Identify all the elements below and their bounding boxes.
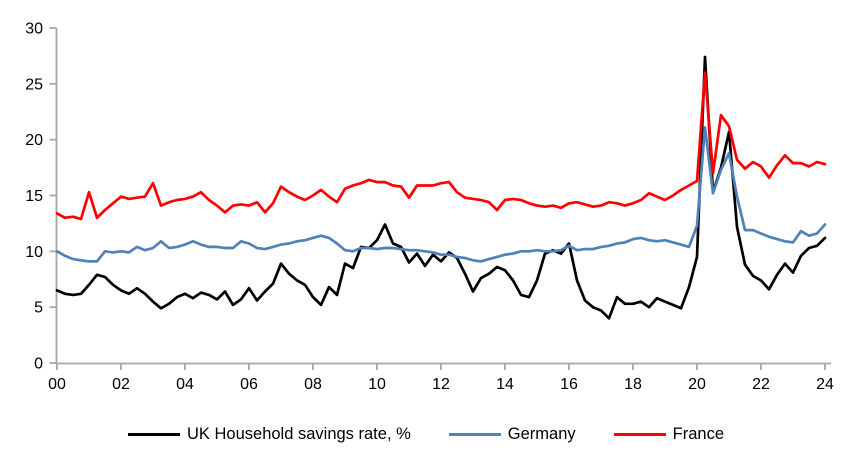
legend-item-uk: UK Household savings rate, % [128,425,411,444]
series-line-0 [55,55,827,320]
x-tick-label: 24 [816,376,834,393]
x-tick-label: 16 [560,376,578,393]
y-tick-label: 5 [34,300,43,317]
x-tick-label: 18 [624,376,642,393]
y-tick-label: 20 [25,132,43,149]
axis-lines [55,28,831,365]
x-tick-label: 12 [432,376,450,393]
legend-item-france: France [613,425,724,444]
x-tick-label: 04 [176,376,194,393]
plot-area: 0 5 10 15 20 25 30 00 02 04 06 08 10 12 14 16 18 20 22 24 [25,21,834,394]
x-tick-label: 02 [112,376,130,393]
france-line-swatch-icon [613,433,666,436]
series-line-1 [55,126,827,263]
x-tick-label: 08 [304,376,322,393]
legend-label-germany: Germany [507,425,576,443]
y-tick-label: 30 [25,21,43,38]
germany-line-swatch-icon [448,433,501,436]
y-tick-label: 0 [34,356,43,373]
legend: UK Household savings rate, % Germany Fra… [0,425,852,444]
y-tick-label: 25 [25,76,43,93]
legend-item-germany: Germany [448,425,576,444]
series-line-2 [55,71,827,221]
x-tick-label: 14 [496,376,514,393]
x-tick-label: 22 [752,376,770,393]
x-tick-label: 10 [368,376,386,393]
legend-label-france: France [672,425,724,443]
legend-label-uk: UK Household savings rate, % [187,425,411,443]
y-tick-label: 10 [25,244,43,261]
x-tick-label: 00 [48,376,66,393]
x-tick-label: 20 [688,376,706,393]
uk-line-swatch-icon [128,433,180,436]
x-tick-label: 06 [240,376,258,393]
y-tick-label: 15 [25,188,43,205]
